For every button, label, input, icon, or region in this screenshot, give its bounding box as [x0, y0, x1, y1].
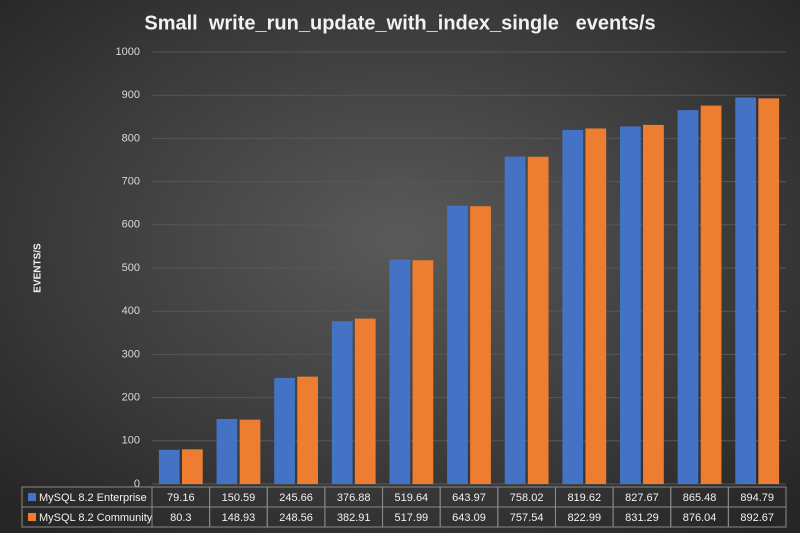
bar [297, 376, 318, 484]
y-tick-label: 600 [122, 219, 140, 231]
y-tick-label: 700 [122, 176, 140, 188]
bar [158, 449, 180, 484]
table-value: 376.88 [337, 492, 371, 504]
table-value: 643.97 [452, 492, 486, 504]
bar [585, 128, 607, 484]
bar [504, 156, 526, 485]
y-tick-label: 1000 [116, 46, 140, 58]
bar [470, 206, 491, 484]
table-value: 892.67 [740, 512, 774, 524]
bar [527, 156, 549, 484]
bar [562, 129, 584, 484]
table-value: 80.3 [170, 512, 191, 524]
legend-label: MySQL 8.2 Enterprise [39, 492, 147, 504]
table-value: 819.62 [567, 492, 601, 504]
table-cell [727, 506, 787, 528]
bar [620, 126, 641, 484]
bar [677, 110, 699, 484]
y-tick-label: 300 [122, 348, 140, 360]
bar [216, 418, 238, 484]
table-value: 517.99 [395, 512, 429, 524]
bar [447, 205, 468, 484]
table-value: 822.99 [567, 512, 601, 524]
table-value: 894.79 [740, 492, 774, 504]
chart-title: Small write_run_update_with_index_single… [144, 12, 655, 34]
table-value: 245.66 [279, 492, 313, 504]
bar [700, 105, 722, 484]
table-value: 831.29 [625, 512, 659, 524]
bar [758, 98, 780, 484]
table-value: 827.67 [625, 492, 659, 504]
legend-swatch [28, 493, 36, 501]
table-value: 79.16 [167, 492, 195, 504]
table-value: 248.56 [279, 512, 313, 524]
bar [239, 419, 261, 484]
table-value: 150.59 [222, 492, 256, 504]
table-value: 519.64 [395, 492, 429, 504]
table-value: 757.54 [510, 512, 544, 524]
bar [331, 321, 353, 484]
y-tick-label: 100 [122, 435, 140, 447]
y-tick-label: 900 [122, 89, 140, 101]
y-tick-label: 800 [122, 132, 140, 144]
y-axis-label: EVENTS/S [33, 243, 44, 293]
y-tick-label: 0 [134, 478, 140, 490]
table-value: 876.04 [683, 512, 717, 524]
y-tick-label: 400 [122, 305, 140, 317]
bar [412, 260, 434, 484]
table-value: 148.93 [222, 512, 256, 524]
bar [643, 124, 664, 484]
bar [735, 97, 757, 485]
table-value: 758.02 [510, 492, 544, 504]
table-value: 643.09 [452, 512, 486, 524]
legend-label: MySQL 8.2 Community [39, 512, 153, 524]
bar [181, 449, 203, 484]
bar [274, 377, 295, 484]
bar [354, 318, 376, 484]
y-tick-label: 500 [122, 262, 140, 274]
bar [389, 259, 411, 484]
y-tick-label: 200 [122, 392, 140, 404]
table-value: 865.48 [683, 492, 717, 504]
table-value: 382.91 [337, 512, 371, 524]
legend-swatch [28, 513, 36, 521]
